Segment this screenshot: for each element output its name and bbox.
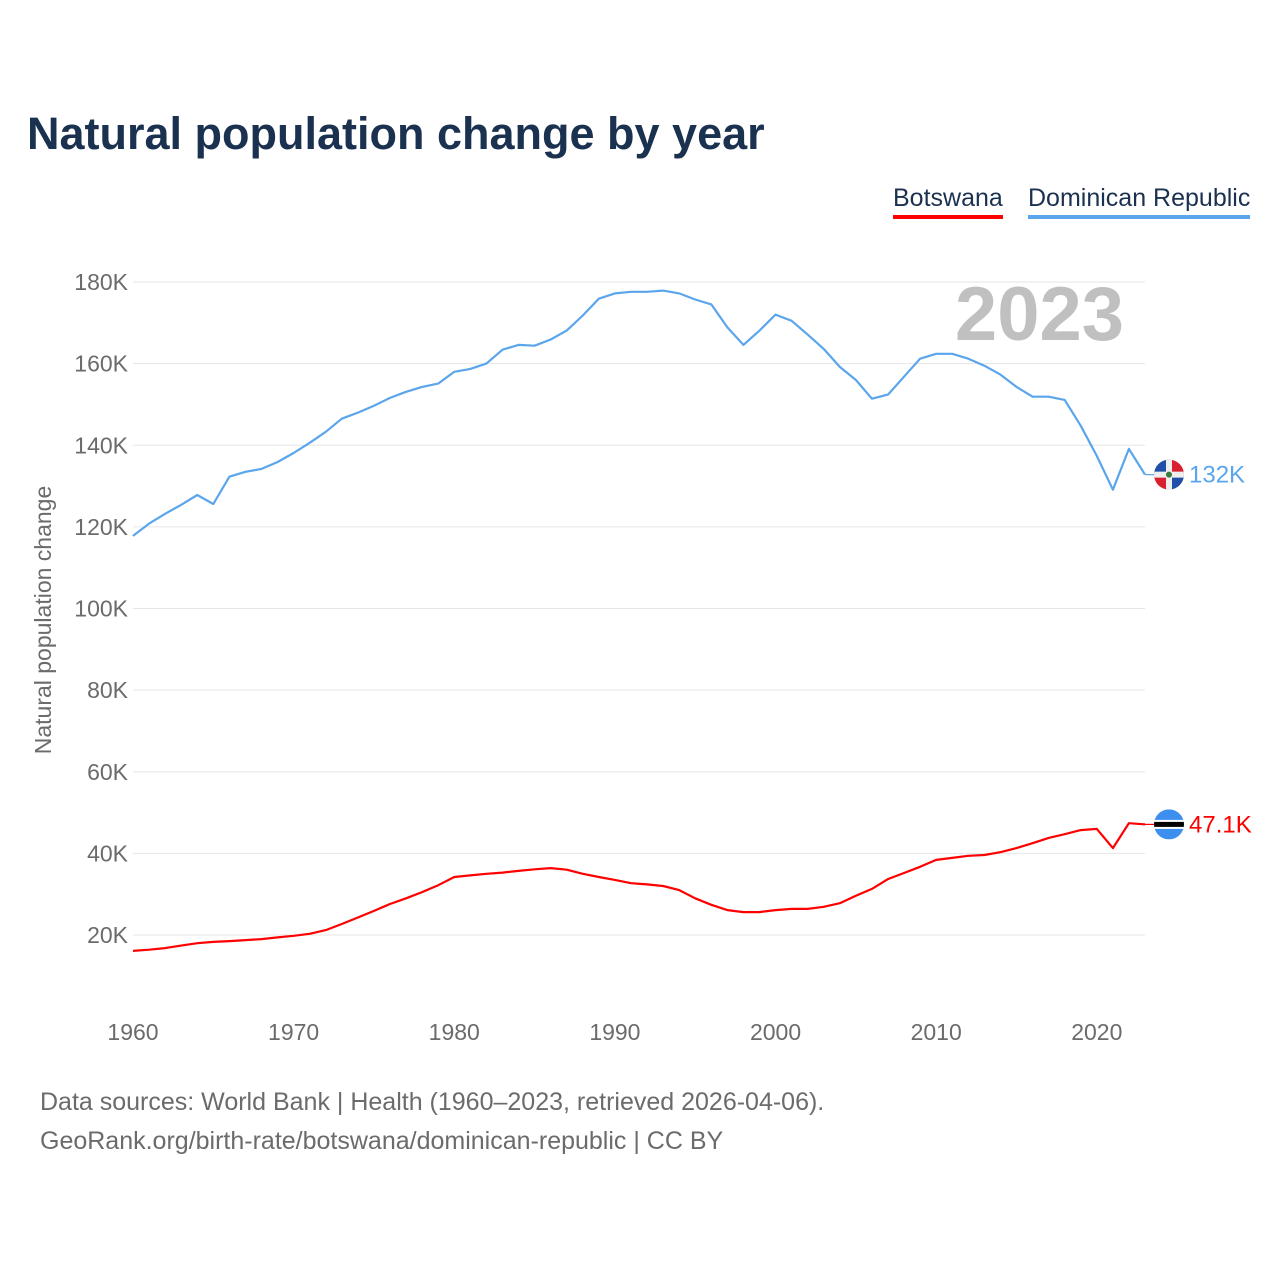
y-tick-label: 160K bbox=[74, 351, 128, 377]
botswana-flag-icon bbox=[1154, 809, 1184, 840]
x-tick-label: 2000 bbox=[750, 1019, 801, 1045]
series-line-dominican-republic[interactable] bbox=[132, 289, 1146, 537]
legend-dominican-republic[interactable]: Dominican Republic bbox=[1028, 184, 1251, 219]
x-tick-label: 1970 bbox=[268, 1019, 319, 1045]
y-tick-label: 80K bbox=[87, 677, 129, 703]
x-tick-label: 1990 bbox=[589, 1019, 640, 1045]
chart-title: Natural population change by year bbox=[27, 108, 765, 159]
series-line-botswana[interactable] bbox=[132, 822, 1146, 952]
x-tick-label: 2020 bbox=[1071, 1019, 1122, 1045]
x-tick-label: 1960 bbox=[107, 1019, 158, 1045]
y-tick-label: 40K bbox=[87, 840, 129, 866]
x-tick-label: 1980 bbox=[429, 1019, 480, 1045]
legend-botswana[interactable]: Botswana bbox=[893, 184, 1003, 219]
year-watermark: 2023 bbox=[955, 272, 1124, 357]
source-line: Data sources: World Bank | Health (1960–… bbox=[40, 1088, 825, 1116]
x-tick-label: 2010 bbox=[911, 1019, 962, 1045]
y-tick-label: 100K bbox=[74, 596, 128, 622]
end-value-label: 47.1K bbox=[1189, 811, 1252, 838]
y-tick-label: 20K bbox=[87, 922, 129, 948]
dominican-republic-flag-icon bbox=[1154, 459, 1184, 490]
y-tick-label: 60K bbox=[87, 759, 129, 785]
y-tick-label: 180K bbox=[74, 269, 128, 295]
end-value-label: 132K bbox=[1189, 462, 1245, 489]
source-url[interactable]: GeoRank.org/birth-rate/botswana/dominica… bbox=[40, 1127, 724, 1155]
y-tick-label: 140K bbox=[74, 432, 128, 458]
y-tick-label: 120K bbox=[74, 514, 128, 540]
y-axis-label: Natural population change bbox=[30, 486, 56, 755]
